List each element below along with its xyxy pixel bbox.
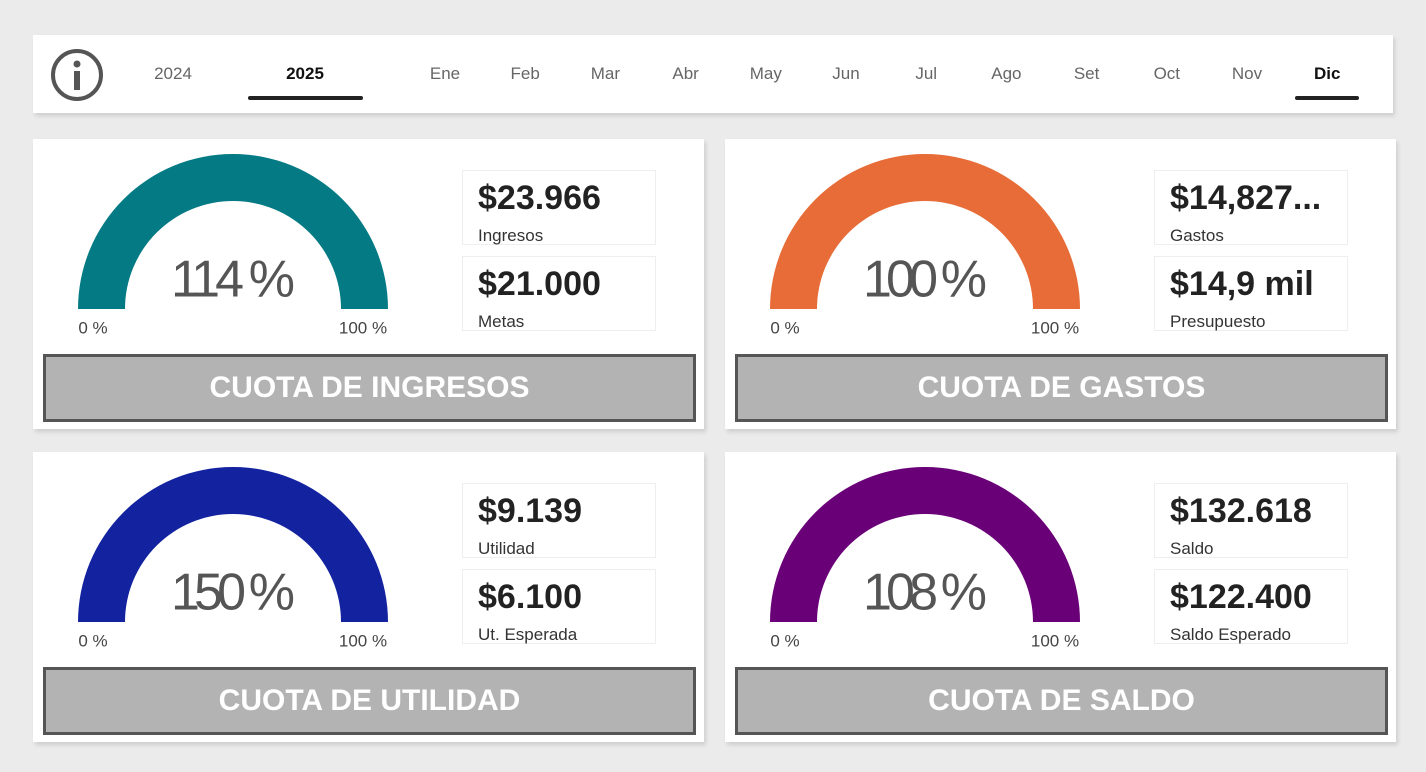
gauge-value: 108 % [863, 564, 987, 622]
kpi-value: $6.100 [478, 578, 582, 616]
kpi-label: Ut. Esperada [478, 625, 578, 644]
month-option[interactable]: Dic [1313, 64, 1341, 83]
kpi-box: $6.100 Ut. Esperada [462, 569, 656, 644]
gauge: 114 % 0 % 100 % [78, 154, 388, 337]
card-title: CUOTA DE GASTOS [735, 354, 1388, 422]
month-option[interactable]: Jun [832, 64, 860, 83]
gauge-value: 150 % [171, 564, 295, 622]
kpi-value: $23.966 [478, 179, 601, 217]
gauge-arc [770, 467, 1080, 622]
kpi-label: Presupuesto [1170, 312, 1266, 331]
kpi-label: Ingresos [478, 226, 544, 245]
kpi-label: Utilidad [478, 539, 535, 558]
kpi-box: $9.139 Utilidad [462, 483, 656, 558]
card-title: CUOTA DE INGRESOS [43, 354, 696, 422]
gauge-min: 0 % [78, 318, 107, 337]
gauge-value: 100 % [863, 251, 987, 309]
filter-bar: 2024 2025 Ene Feb Mar Abr May Jun Jul Ago Set Oct No… [33, 35, 1393, 113]
month-selected-underline [1295, 96, 1359, 100]
month-option[interactable]: Oct [1153, 64, 1181, 83]
info-icon[interactable] [47, 45, 107, 105]
kpi-box: $132.618 Saldo [1154, 483, 1348, 558]
kpi-card: 108 % 0 % 100 % $132.618 Saldo $122.400 Saldo … [725, 452, 1396, 742]
kpi-value: $14,9 mil [1170, 265, 1314, 303]
kpi-box: $21.000 Metas [462, 256, 656, 331]
kpi-value: $122.400 [1170, 578, 1312, 616]
month-option[interactable]: May [749, 64, 782, 83]
kpi-value: $9.139 [478, 492, 582, 530]
kpi-box: $23.966 Ingresos [462, 170, 656, 245]
kpi-value: $132.618 [1170, 492, 1312, 530]
kpi-box: $14,9 mil Presupuesto [1154, 256, 1348, 331]
kpi-value: $21.000 [478, 265, 601, 303]
gauge-value: 114 % [171, 251, 295, 309]
year-option[interactable]: 2025 [286, 64, 324, 83]
gauge-arc [78, 154, 388, 309]
month-option[interactable]: Feb [510, 64, 540, 83]
gauge: 108 % 0 % 100 % [770, 467, 1080, 650]
gauge-max: 100 % [1031, 318, 1079, 337]
gauge-max: 100 % [339, 318, 387, 337]
gauge-min: 0 % [770, 318, 799, 337]
kpi-box: $122.400 Saldo Esperado [1154, 569, 1348, 644]
month-option[interactable]: Nov [1231, 64, 1263, 83]
month-option[interactable]: Set [1073, 64, 1100, 83]
kpi-label: Saldo [1170, 539, 1214, 558]
kpi-card: 100 % 0 % 100 % $14,827... Gastos $14,9 mil Pr… [725, 139, 1396, 429]
card-title: CUOTA DE UTILIDAD [43, 667, 696, 735]
month-option[interactable]: Ene [429, 64, 461, 83]
year-option[interactable]: 2024 [154, 64, 192, 83]
kpi-value: $14,827... [1170, 179, 1322, 217]
gauge-max: 100 % [339, 631, 387, 650]
month-option[interactable]: Abr [672, 64, 699, 83]
month-option[interactable]: Mar [590, 64, 621, 83]
kpi-label: Gastos [1170, 226, 1224, 245]
gauge-min: 0 % [78, 631, 107, 650]
gauge-arc [78, 467, 388, 622]
gauge-min: 0 % [770, 631, 799, 650]
kpi-label: Saldo Esperado [1170, 625, 1291, 644]
year-selected-underline [248, 96, 363, 100]
gauge: 100 % 0 % 100 % [770, 154, 1080, 337]
gauge-max: 100 % [1031, 631, 1079, 650]
kpi-card: 114 % 0 % 100 % $23.966 Ingresos $21.000 Metas… [33, 139, 704, 429]
gauge: 150 % 0 % 100 % [78, 467, 388, 650]
kpi-box: $14,827... Gastos [1154, 170, 1348, 245]
kpi-card: 150 % 0 % 100 % $9.139 Utilidad $6.100 Ut. Esp… [33, 452, 704, 742]
month-option[interactable]: Ago [991, 64, 1022, 83]
gauge-arc [770, 154, 1080, 309]
month-option[interactable]: Jul [915, 64, 938, 83]
kpi-label: Metas [478, 312, 525, 331]
card-title: CUOTA DE SALDO [735, 667, 1388, 735]
